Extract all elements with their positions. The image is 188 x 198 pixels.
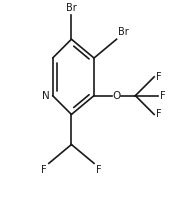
Text: O: O [112,91,121,101]
Text: F: F [96,165,102,175]
Text: F: F [41,165,47,175]
Text: F: F [160,91,165,101]
Text: N: N [42,91,50,101]
Text: F: F [156,109,162,119]
Text: Br: Br [66,3,77,13]
Text: F: F [156,72,162,82]
Text: Br: Br [118,27,129,37]
